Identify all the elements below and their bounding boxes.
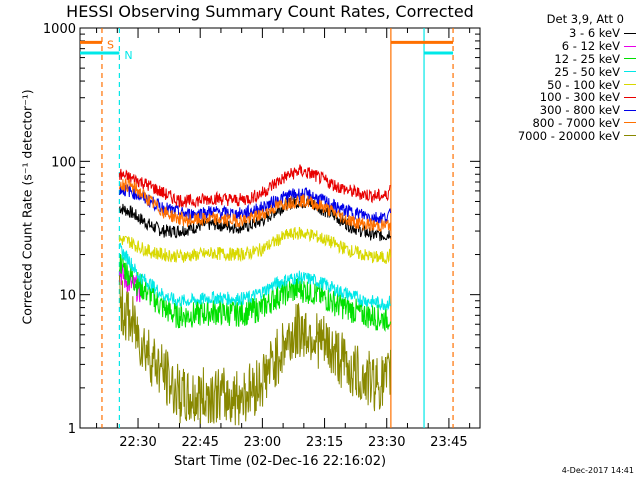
- legend-swatch: [624, 109, 636, 111]
- series-line: [118, 164, 391, 208]
- legend-swatch: [624, 58, 636, 60]
- annotation-label: S: [107, 38, 114, 51]
- legend-entry-label: 12 - 25 keV: [554, 52, 620, 66]
- legend-entry-label: 25 - 50 keV: [554, 64, 620, 79]
- y-tick-label: 1: [68, 422, 76, 437]
- legend-entry: 50 - 100 keV: [484, 77, 636, 92]
- legend-swatch: [624, 122, 636, 124]
- legend-title: Det 3,9, Att 0: [546, 12, 624, 26]
- legend-rows: 3 - 6 keV 6 - 12 keV 12 - 25 keV 25 - 50 ke…: [484, 26, 636, 143]
- series-line: [119, 242, 391, 311]
- annotation-label: N: [124, 49, 132, 62]
- y-axis-label: Corrected Count Rate (s⁻¹ detector⁻¹): [19, 89, 35, 325]
- legend-swatch: [624, 71, 636, 73]
- x-tick-label: 23:00: [244, 435, 281, 450]
- chart-title: HESSI Observing Summary Count Rates, Cor…: [66, 2, 474, 21]
- legend-swatch: [624, 96, 636, 98]
- legend-entry: 3 - 6 keV: [484, 26, 636, 41]
- legend-entry: 300 - 800 keV: [484, 103, 636, 118]
- series-line: [118, 275, 391, 426]
- legend-entry-label: 6 - 12 keV: [561, 39, 620, 54]
- legend-entry-label: 300 - 800 keV: [539, 103, 620, 118]
- legend-swatch: [624, 135, 636, 137]
- legend-entry-label: 50 - 100 keV: [547, 77, 620, 92]
- x-tick-label: 22:30: [119, 435, 156, 450]
- footer-timestamp: 4-Dec-2017 14:41: [561, 466, 634, 475]
- legend-entry: 7000 - 20000 keV: [484, 128, 636, 143]
- legend-entry: 6 - 12 keV: [484, 39, 636, 54]
- legend-entry: 100 - 300 keV: [484, 90, 636, 105]
- legend-swatch: [624, 32, 636, 34]
- x-axis-label: Start Time (02-Dec-16 22:16:02): [173, 454, 387, 469]
- legend: Det 3,9, Att 0 3 - 6 keV 6 - 12 keV 12 - 2…: [484, 12, 636, 143]
- legend-entry-label: 3 - 6 keV: [569, 26, 620, 41]
- x-tick-label: 23:30: [368, 435, 405, 450]
- legend-entry: 800 - 7000 keV: [484, 115, 636, 130]
- legend-entry-label: 800 - 7000 keV: [532, 115, 620, 130]
- x-tick-label: 22:45: [181, 435, 218, 450]
- x-tick-label: 23:45: [430, 435, 467, 450]
- legend-swatch: [624, 45, 636, 47]
- y-tick-label: 100: [51, 155, 76, 170]
- y-tick-label: 1000: [43, 22, 76, 37]
- x-tick-label: 23:15: [306, 435, 343, 450]
- series-line: [118, 226, 391, 265]
- legend-entry-label: 7000 - 20000 keV: [517, 128, 620, 143]
- series-line: [118, 177, 391, 232]
- series-line: [118, 195, 391, 242]
- legend-entry-label: 100 - 300 keV: [539, 90, 620, 105]
- y-tick-label: 10: [59, 289, 76, 304]
- plot-frame: [79, 27, 481, 429]
- legend-entry: 12 - 25 keV: [484, 52, 636, 66]
- legend-entry: 25 - 50 keV: [484, 64, 636, 79]
- legend-swatch: [624, 84, 636, 86]
- series-line: [118, 253, 391, 332]
